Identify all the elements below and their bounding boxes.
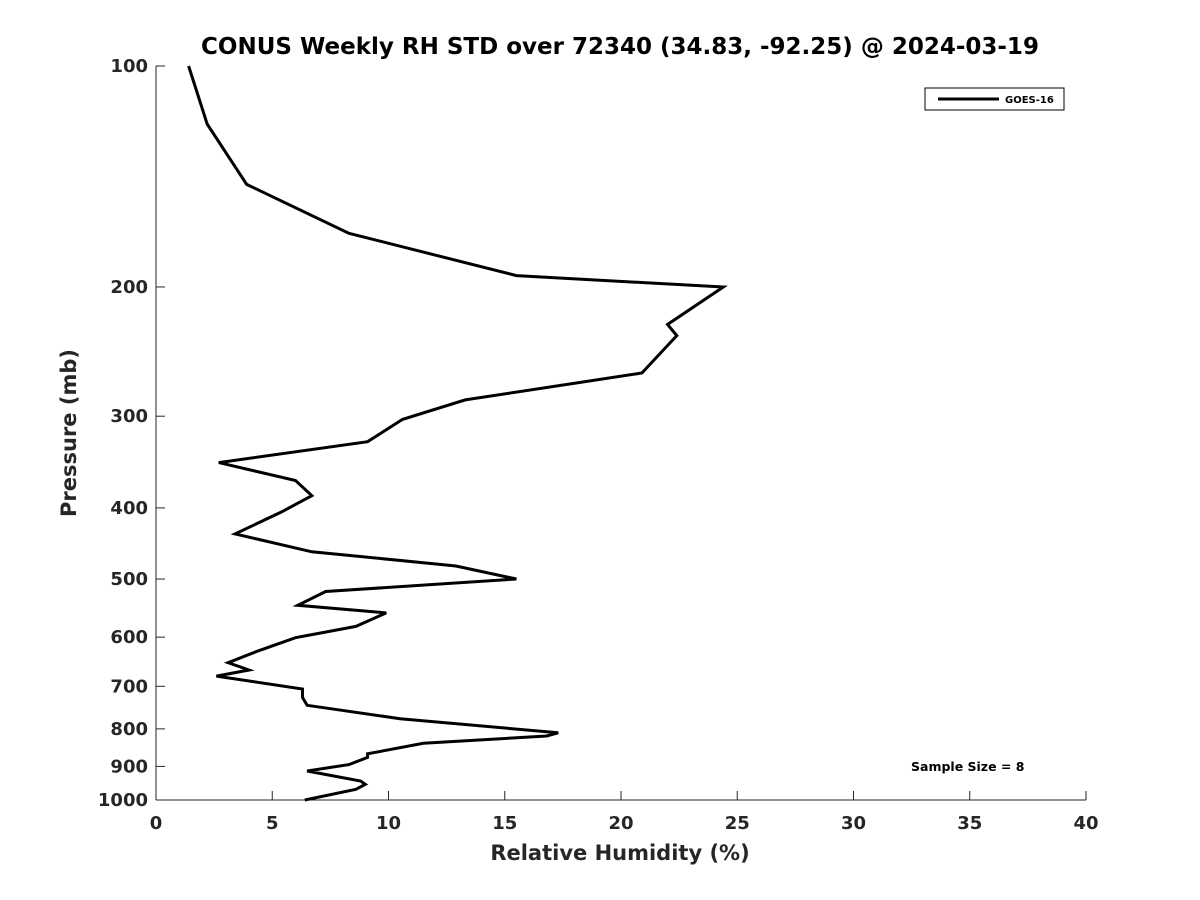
y-axis-ticks: 100 200 300 400 500 600 700 800 900 1000 [98,56,165,811]
x-axis-ticks: 0 5 10 15 20 25 30 35 40 [150,791,1099,834]
series-layer [187,65,728,802]
x-tick-label: 20 [608,813,633,834]
legend-label-goes-16: GOES-16 [1005,95,1054,106]
x-tick-label: 10 [376,813,401,834]
y-tick-label: 900 [110,756,148,777]
y-tick-label: 100 [110,56,148,77]
x-tick-label: 25 [725,813,750,834]
y-tick-label: 400 [110,498,148,519]
y-tick-label: 1000 [98,790,148,811]
x-tick-label: 15 [492,813,517,834]
x-tick-label: 40 [1073,813,1098,834]
x-tick-label: 35 [957,813,982,834]
x-tick-label: 5 [266,813,279,834]
y-tick-label: 300 [110,406,148,427]
legend: GOES-16 [924,87,1065,111]
chart-title: CONUS Weekly RH STD over 72340 (34.83, -… [201,34,1039,60]
x-axis-label: Relative Humidity (%) [490,841,749,865]
y-tick-label: 500 [110,569,148,590]
sample-size-annotation: Sample Size = 8 [911,759,1024,774]
x-tick-label: 30 [841,813,866,834]
y-tick-label: 200 [110,277,148,298]
x-tick-label: 0 [150,813,163,834]
y-axis-label: Pressure (mb) [57,349,81,517]
y-tick-label: 600 [110,627,148,648]
series-line-goes-16 [187,65,728,802]
y-tick-label: 800 [110,719,148,740]
y-tick-label: 700 [110,676,148,697]
